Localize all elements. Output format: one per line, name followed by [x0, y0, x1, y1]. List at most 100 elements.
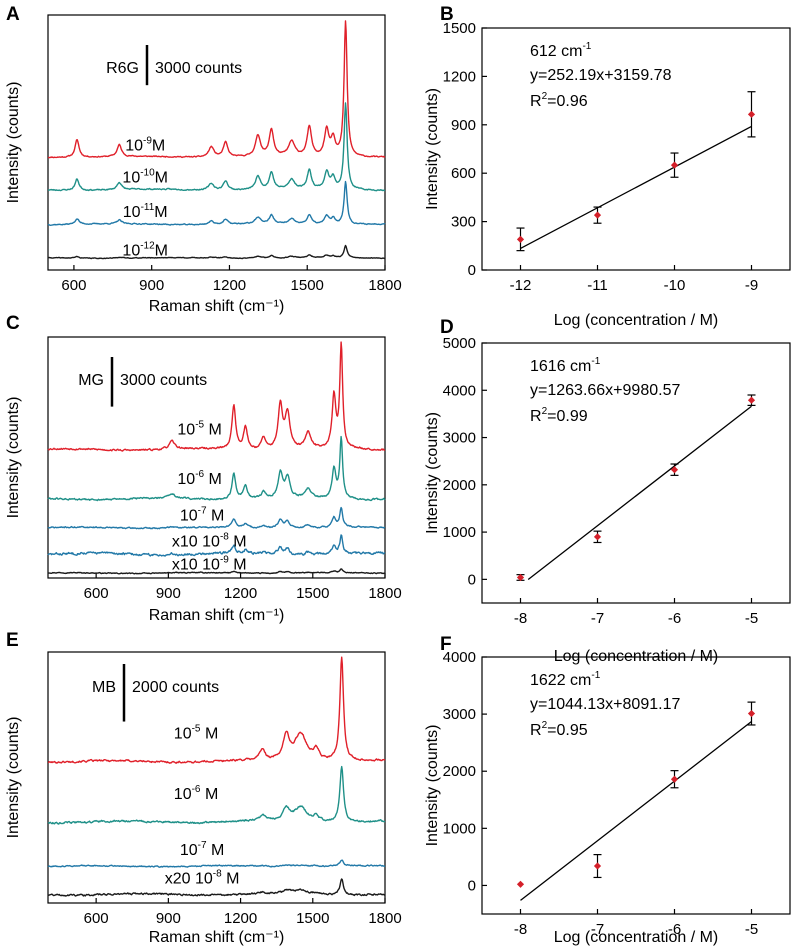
series-base: 10 — [177, 471, 195, 488]
panel-letter: C — [6, 313, 20, 334]
series-exponent: -6 — [195, 469, 204, 480]
series-exponent: -7 — [198, 505, 207, 516]
r-exponent: 2 — [542, 91, 548, 102]
series-base: 10 — [122, 169, 140, 186]
x-tick-label: 600 — [84, 585, 109, 602]
spectrum-a-0 — [47, 20, 386, 159]
series-base: 10 — [174, 725, 192, 742]
panel-c: C 600 900 1200 1500 1800 Intensity (counts) Ram… — [5, 313, 402, 624]
r-label: R — [530, 408, 542, 425]
series-base: 10 — [202, 534, 220, 551]
analyte-label: MB — [92, 679, 116, 696]
y-tick-label: 600 — [451, 165, 476, 182]
series-exponent: -9 — [220, 555, 229, 566]
panel-letter: D — [440, 317, 454, 338]
series-label: 10-10M — [122, 167, 168, 186]
series-label: 10-11M — [123, 202, 168, 221]
plot-frame — [481, 656, 791, 915]
r-label: R — [530, 722, 542, 739]
x-tick-label: -10 — [664, 277, 686, 294]
fit-line — [520, 125, 752, 250]
series-exponent: -8 — [220, 532, 229, 543]
series-base: 10 — [123, 204, 141, 221]
series-multiplier: x10 — [172, 557, 202, 574]
y-tick-label: 0 — [468, 262, 476, 279]
x-axis-title: Log (concentration / M) — [554, 929, 719, 946]
y-axis-title: Intensity (counts) — [5, 82, 22, 204]
r-label: R — [530, 93, 542, 110]
spectrum-c-2 — [47, 506, 386, 530]
data-point — [516, 573, 525, 582]
fit-line — [527, 405, 752, 580]
analyte-label: MG — [78, 372, 104, 389]
series-base: 10 — [180, 842, 198, 859]
wavenumber-exponent: -1 — [591, 670, 600, 681]
data-point — [670, 161, 679, 169]
x-tick-label: -6 — [668, 921, 681, 938]
series-label: 10-5 M — [174, 723, 218, 742]
r-squared: R2=0.95 — [530, 720, 588, 739]
y-axis-title: Intensity (counts) — [424, 725, 441, 847]
x-tick-label: 900 — [156, 910, 181, 927]
series-unit: M — [152, 137, 165, 154]
x-tick-label: -8 — [514, 610, 527, 627]
series-label: x10 10-9 M — [172, 555, 247, 574]
series-base: 10 — [125, 137, 143, 154]
spectrum-c-0 — [47, 341, 386, 452]
wavenumber-value: 612 cm — [530, 43, 582, 60]
data-point — [747, 396, 756, 404]
y-tick-label: 2000 — [443, 477, 476, 494]
analyte-label: R6G — [106, 60, 139, 77]
r-exponent: 2 — [542, 720, 548, 731]
series-unit: M — [154, 204, 167, 221]
x-axis-title: Raman shift (cm⁻¹) — [149, 298, 285, 315]
series-unit: M — [207, 507, 225, 524]
series-base: 10 — [202, 557, 220, 574]
spectrum-a-2 — [47, 180, 386, 227]
series-exponent: -12 — [140, 240, 155, 251]
wavenumber-exponent: -1 — [591, 356, 600, 367]
r-exponent: 2 — [542, 406, 548, 417]
panel-f: F -8 -7 -6 -5 0 1000 2000 3000 4000 Intensity (cou… — [424, 634, 791, 946]
scale-bar-label: 2000 counts — [132, 679, 219, 696]
series-unit: M — [207, 842, 225, 859]
series-label: 10-6 M — [177, 469, 221, 488]
wavenumber-label: 612 cm-1 — [530, 41, 592, 60]
panel-e: E 600 900 1200 1500 1800 Intensity (counts) Ram… — [5, 630, 402, 946]
x-tick-label: 900 — [156, 585, 181, 602]
series-label: 10-7 M — [180, 840, 224, 859]
series-unit: M — [155, 169, 168, 186]
spectrum-c-3 — [47, 534, 386, 557]
x-tick-label: -5 — [745, 610, 758, 627]
x-tick-label: 1200 — [224, 585, 257, 602]
x-tick-label: 1500 — [296, 585, 329, 602]
wavenumber-value: 1616 cm — [530, 358, 591, 375]
series-base: 10 — [122, 242, 140, 259]
r-value: =0.95 — [547, 722, 588, 739]
x-tick-label: 600 — [84, 910, 109, 927]
panel-d: D -8 -7 -6 -5 0 1000 2000 3000 4000 5000 Intensity … — [424, 317, 791, 665]
y-tick-label: 5000 — [443, 335, 476, 352]
spectrum-e-1 — [47, 765, 386, 825]
y-tick-label: 4000 — [443, 382, 476, 399]
y-tick-label: 0 — [468, 571, 476, 588]
y-tick-label: 1200 — [443, 68, 476, 85]
plot-frame — [47, 336, 386, 579]
y-axis-title: Intensity (counts) — [5, 397, 22, 519]
spectrum-c-4 — [47, 568, 386, 575]
plot-frame — [47, 651, 386, 904]
y-tick-label: 1000 — [443, 820, 476, 837]
r-squared: R2=0.99 — [530, 406, 588, 425]
data-point — [670, 775, 679, 783]
data-point — [670, 466, 679, 474]
data-point — [593, 862, 602, 870]
series-unit: M — [204, 422, 222, 439]
series-unit: M — [201, 786, 219, 803]
x-axis-title: Raman shift (cm⁻¹) — [149, 607, 285, 624]
y-axis-title: Intensity (counts) — [5, 717, 22, 839]
y-tick-label: 0 — [468, 877, 476, 894]
series-unit: M — [204, 471, 222, 488]
data-point — [516, 235, 525, 243]
r-value: =0.99 — [547, 408, 588, 425]
spectrum-e-2 — [47, 859, 386, 868]
